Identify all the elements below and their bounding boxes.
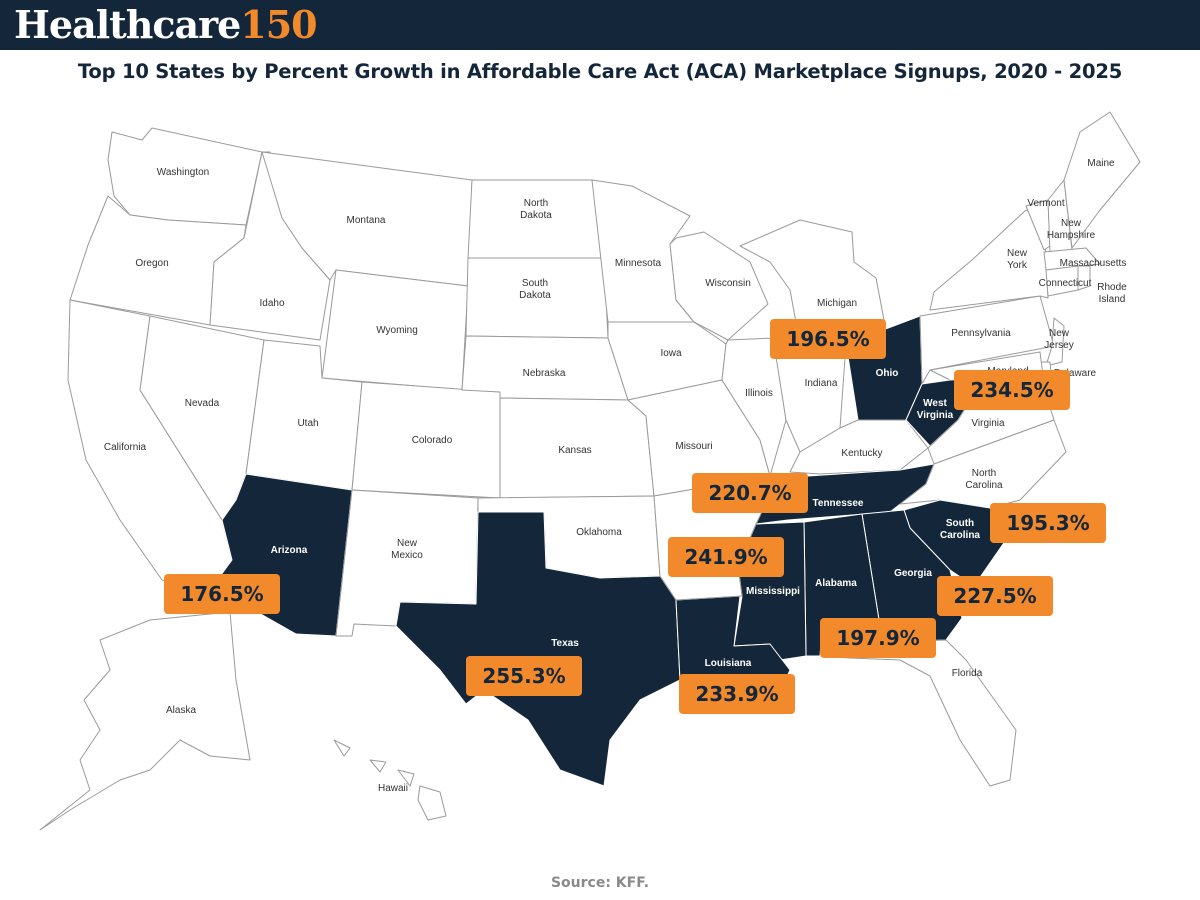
- label-texas: Texas: [551, 638, 579, 649]
- growth-alabama: 197.9%: [836, 626, 919, 650]
- label-rhode-island-2: Island: [1099, 294, 1126, 305]
- state-massachusetts: [1043, 247, 1101, 271]
- label-wyoming: Wyoming: [376, 325, 418, 336]
- label-arizona: Arizona: [271, 545, 308, 556]
- logo-word: Healthcare: [14, 2, 241, 47]
- badge-south-carolina: 195.3%: [990, 503, 1106, 543]
- growth-texas: 255.3%: [482, 664, 565, 688]
- label-new-hampshire-2: Hampshire: [1047, 230, 1096, 241]
- label-vermont: Vermont: [1027, 198, 1064, 209]
- state-pennsylvania: [919, 295, 1055, 385]
- brand-logo: Healthcare150: [14, 2, 318, 48]
- label-north-carolina-1: North: [972, 468, 996, 479]
- label-new-york-1: New: [1007, 248, 1028, 259]
- label-minnesota: Minnesota: [615, 258, 662, 269]
- label-nebraska: Nebraska: [523, 368, 566, 379]
- badge-texas: 255.3%: [466, 656, 582, 696]
- badge-louisiana: 233.9%: [679, 674, 795, 714]
- growth-badges: 255.3% 241.9% 234.5% 233.9% 227.5% 220.7…: [164, 319, 1106, 714]
- highlighted-state-labels: Arizona Texas Louisiana Mississippi Alab…: [271, 368, 981, 669]
- header-bar: Healthcare150: [0, 0, 1200, 50]
- label-rhode-island-1: Rhode: [1097, 282, 1127, 293]
- growth-west-virginia: 234.5%: [970, 378, 1053, 402]
- state-shapes: [39, 111, 1141, 831]
- label-tennessee: Tennessee: [813, 498, 864, 509]
- badge-mississippi: 241.9%: [668, 537, 784, 577]
- label-georgia: Georgia: [894, 568, 932, 579]
- label-oregon: Oregon: [135, 258, 168, 269]
- label-montana: Montana: [347, 215, 386, 226]
- state-alaska: [39, 611, 251, 831]
- growth-mississippi: 241.9%: [684, 545, 767, 569]
- label-virginia: Virginia: [971, 418, 1005, 429]
- label-south-dakota-2: Dakota: [519, 290, 551, 301]
- logo-number: 150: [240, 2, 317, 47]
- label-massachusetts: Massachusetts: [1060, 258, 1127, 269]
- label-west-virginia-1: West: [923, 398, 947, 409]
- label-new-hampshire-1: New: [1061, 218, 1082, 229]
- label-nevada: Nevada: [185, 398, 220, 409]
- badge-alabama: 197.9%: [820, 618, 936, 658]
- label-new-jersey-2: Jersey: [1044, 340, 1073, 351]
- growth-ohio: 196.5%: [786, 327, 869, 351]
- state-texas: [395, 511, 681, 787]
- state-new-york: [929, 209, 1049, 311]
- label-kansas: Kansas: [558, 445, 591, 456]
- source-note: Source: KFF.: [550, 875, 650, 891]
- badge-west-virginia: 234.5%: [954, 370, 1070, 410]
- badge-arizona: 176.5%: [164, 574, 280, 614]
- label-new-mexico-1: New: [397, 538, 418, 549]
- label-north-carolina-2: Carolina: [965, 480, 1003, 491]
- label-new-jersey-1: New: [1049, 328, 1070, 339]
- label-alaska: Alaska: [166, 705, 196, 716]
- state-rhode-island: [1077, 265, 1091, 291]
- badge-ohio: 196.5%: [770, 319, 886, 359]
- label-washington: Washington: [157, 167, 209, 178]
- label-north-dakota-1: North: [524, 198, 548, 209]
- label-mississippi: Mississippi: [746, 586, 800, 597]
- label-hawaii: Hawaii: [378, 783, 408, 794]
- label-iowa: Iowa: [660, 348, 682, 359]
- label-wisconsin: Wisconsin: [705, 278, 751, 289]
- label-illinois: Illinois: [745, 388, 773, 399]
- label-alabama: Alabama: [815, 578, 857, 589]
- growth-georgia: 227.5%: [953, 584, 1036, 608]
- state-labels: Washington Oregon California Nevada Idah…: [104, 158, 1127, 794]
- label-florida: Florida: [952, 668, 983, 679]
- growth-tennessee: 220.7%: [708, 481, 791, 505]
- badge-tennessee: 220.7%: [692, 473, 808, 513]
- growth-south-carolina: 195.3%: [1006, 511, 1089, 535]
- label-new-mexico-2: Mexico: [391, 550, 423, 561]
- page-title: Top 10 States by Percent Growth in Affor…: [77, 60, 1123, 83]
- label-delaware: Delaware: [1054, 368, 1097, 379]
- label-missouri: Missouri: [675, 441, 712, 452]
- label-kentucky: Kentucky: [841, 448, 882, 459]
- state-maine: [1063, 111, 1141, 249]
- label-north-dakota-2: Dakota: [520, 210, 552, 221]
- label-south-carolina-2: Carolina: [940, 530, 980, 541]
- label-ohio: Ohio: [876, 368, 899, 379]
- label-connecticut: Connecticut: [1039, 278, 1092, 289]
- label-pennsylvania: Pennsylvania: [951, 328, 1011, 339]
- growth-louisiana: 233.9%: [695, 682, 778, 706]
- growth-arizona: 176.5%: [180, 582, 263, 606]
- label-indiana: Indiana: [805, 378, 838, 389]
- label-west-virginia-2: Virginia: [917, 410, 954, 421]
- state-hawaii: [333, 739, 447, 821]
- label-colorado: Colorado: [412, 435, 453, 446]
- label-south-dakota-1: South: [522, 278, 548, 289]
- label-michigan: Michigan: [817, 298, 857, 309]
- label-new-york-2: York: [1007, 260, 1028, 271]
- label-maine: Maine: [1087, 158, 1115, 169]
- label-california: California: [104, 442, 147, 453]
- label-south-carolina-1: South: [946, 518, 974, 529]
- label-oklahoma: Oklahoma: [576, 527, 622, 538]
- us-map: Washington Oregon California Nevada Idah…: [39, 111, 1141, 831]
- label-idaho: Idaho: [259, 298, 284, 309]
- label-louisiana: Louisiana: [705, 658, 752, 669]
- label-utah: Utah: [297, 418, 318, 429]
- badge-georgia: 227.5%: [937, 576, 1053, 616]
- state-new-jersey: [1045, 317, 1065, 367]
